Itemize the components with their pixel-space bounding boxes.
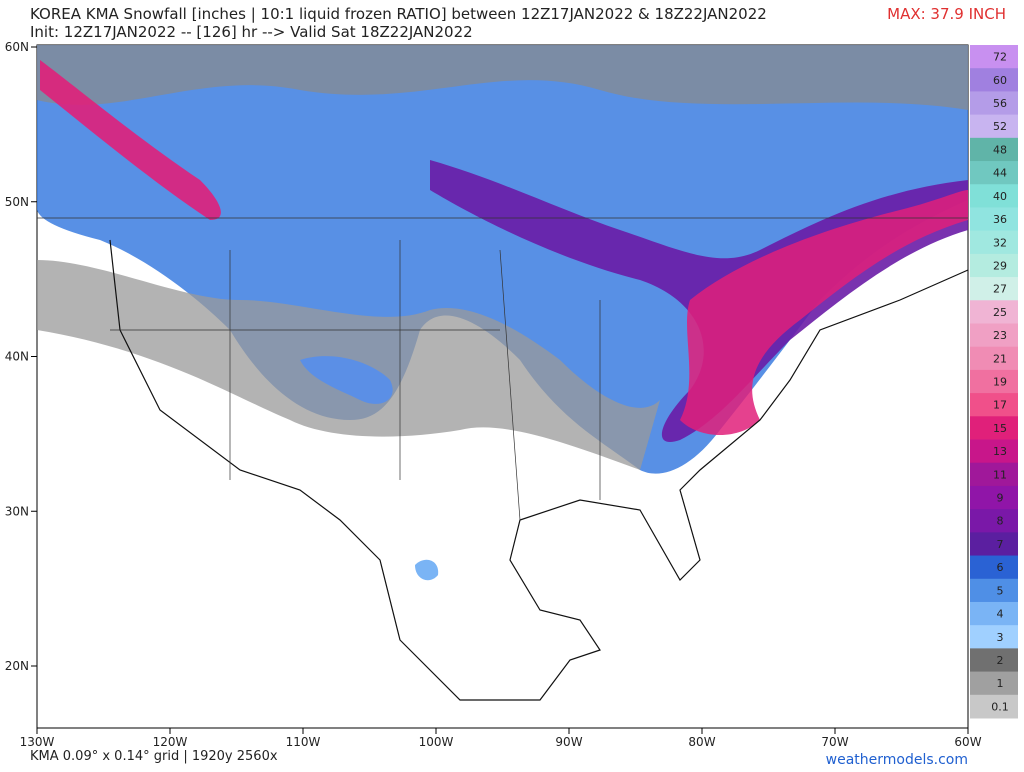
- colorbar-swatch: [970, 439, 1018, 464]
- snow-field: [37, 45, 968, 581]
- lon-label: 60W: [954, 735, 981, 749]
- lat-label: 50N: [5, 195, 29, 209]
- borders: [37, 217, 968, 521]
- colorbar-label: 17: [993, 399, 1007, 412]
- colorbar-label: 23: [993, 329, 1007, 342]
- colorbar-swatch: [970, 532, 1018, 557]
- colorbar-label: 8: [997, 515, 1004, 528]
- colorbar-label: 6: [997, 561, 1004, 574]
- colorbar-label: 48: [993, 143, 1007, 156]
- colorbar-swatch: [970, 416, 1018, 441]
- colorbar-swatch: [970, 184, 1018, 208]
- colorbar-swatch: [970, 346, 1018, 371]
- coastline: [109, 239, 969, 701]
- lon-label: 130W: [20, 735, 55, 749]
- colorbar-swatch: [970, 578, 1018, 603]
- colorbar-label: 1: [997, 677, 1004, 690]
- colorbar-swatch: [970, 253, 1018, 278]
- colorbar-swatch: [970, 694, 1018, 719]
- colorbar-label: 4: [997, 608, 1004, 621]
- colorbar-swatch: [970, 114, 1018, 139]
- colorbar-label: 9: [997, 492, 1004, 505]
- colorbar-label: 21: [993, 352, 1007, 365]
- colorbar-label: 29: [993, 259, 1007, 272]
- colorbar-swatch: [970, 137, 1018, 162]
- lon-label: 110W: [286, 735, 321, 749]
- grid-info: KMA 0.09° x 0.14° grid | 1920y 2560x: [30, 749, 278, 764]
- colorbar-label: 52: [993, 120, 1007, 133]
- colorbar-label: 27: [993, 283, 1007, 296]
- max-label: MAX: 37.9 INCH: [887, 5, 1006, 23]
- colorbar-label: 44: [993, 167, 1007, 180]
- colorbar-swatch: [970, 601, 1018, 626]
- colorbar-label: 15: [993, 422, 1007, 435]
- lat-label: 20N: [5, 659, 29, 673]
- colorbar-swatch: [970, 509, 1018, 533]
- colorbar-swatch: [970, 485, 1018, 510]
- colorbar-label: 36: [993, 213, 1007, 226]
- colorbar-swatch: [970, 369, 1018, 394]
- lat-label: 30N: [5, 504, 29, 518]
- colorbar-swatch: [970, 648, 1018, 673]
- subtitle: Init: 12Z17JAN2022 -- [126] hr --> Valid…: [30, 23, 473, 41]
- colorbar-swatch: [970, 671, 1018, 696]
- colorbar-label: 5: [997, 584, 1004, 597]
- colorbar-label: 7: [997, 538, 1004, 551]
- colorbar-label: 60: [993, 74, 1007, 87]
- lon-label: 100W: [419, 735, 454, 749]
- colorbar-label: 25: [993, 306, 1007, 319]
- map: [36, 44, 969, 729]
- title: KOREA KMA Snowfall [inches | 10:1 liquid…: [30, 5, 767, 23]
- colorbar-label: 11: [993, 468, 1007, 481]
- site-link: weathermodels.com: [826, 752, 968, 768]
- colorbar-swatch: [970, 277, 1018, 301]
- colorbar-label: 2: [997, 654, 1004, 667]
- colorbar-swatch: [970, 323, 1018, 348]
- lon-label: 90W: [555, 735, 582, 749]
- colorbar-swatch: [970, 625, 1018, 649]
- lat-label: 40N: [5, 350, 29, 364]
- colorbar-label: 32: [993, 236, 1007, 249]
- colorbar-swatch: [970, 230, 1018, 255]
- colorbar-label: 56: [993, 97, 1007, 110]
- colorbar-label: 13: [993, 445, 1007, 458]
- lon-label: 80W: [688, 735, 715, 749]
- colorbar-swatch: [970, 462, 1018, 487]
- colorbar-label: 0.1: [991, 700, 1009, 713]
- lat-label: 60N: [5, 40, 29, 54]
- colorbar-swatch: [970, 555, 1018, 580]
- colorbar-swatch: [970, 91, 1018, 116]
- lon-label: 120W: [153, 735, 188, 749]
- colorbar-swatch: [970, 45, 1018, 69]
- colorbar-swatch: [970, 300, 1018, 324]
- colorbar-swatch: [970, 207, 1018, 232]
- colorbar-swatch: [970, 393, 1018, 417]
- colorbar-label: 3: [997, 631, 1004, 644]
- colorbar-swatch: [970, 161, 1018, 185]
- colorbar-label: 40: [993, 190, 1007, 203]
- colorbar-label: 19: [993, 376, 1007, 389]
- colorbar-label: 72: [993, 51, 1007, 64]
- lon-label: 70W: [821, 735, 848, 749]
- colorbar-swatch: [970, 68, 1018, 92]
